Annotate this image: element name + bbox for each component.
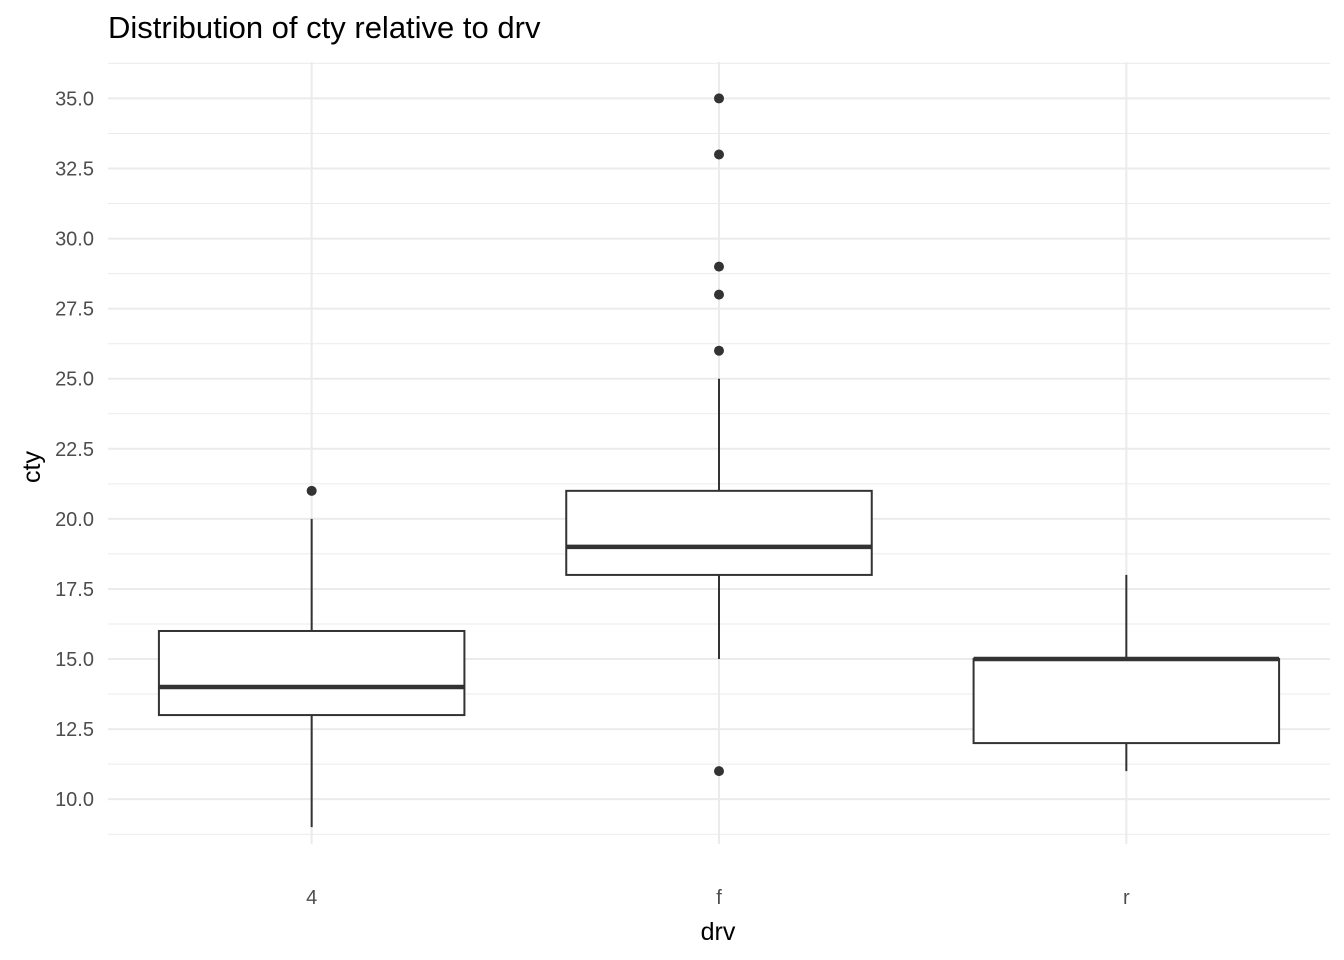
y-tick-label: 20.0: [55, 509, 94, 531]
outlier-point: [306, 485, 317, 496]
outlier-point: [714, 261, 724, 272]
outlier-point: [714, 93, 724, 104]
outlier-point: [714, 289, 724, 300]
y-tick-label: 22.5: [55, 439, 94, 461]
box-f: [565, 93, 873, 777]
y-tick-label: 27.5: [55, 299, 94, 321]
x-axis-title: drv: [701, 918, 736, 946]
interquartile-box: [565, 489, 873, 576]
box-4: [157, 485, 466, 828]
y-tick-label: 10.0: [55, 789, 94, 811]
y-tick-label: 32.5: [55, 159, 94, 181]
box-r: [972, 574, 1281, 772]
y-tick-label: 30.0: [55, 229, 94, 251]
box-series: [157, 93, 1281, 828]
y-tick-label: 15.0: [55, 649, 94, 671]
outlier-point: [714, 345, 724, 356]
y-tick-label: 17.5: [55, 579, 94, 601]
y-axis-title: cty: [18, 451, 46, 483]
y-tick-label: 35.0: [55, 88, 94, 110]
outlier-point: [714, 149, 724, 160]
y-tick-label: 12.5: [55, 719, 94, 741]
y-tick-label: 25.0: [55, 369, 94, 391]
x-tick-label: r: [1123, 887, 1130, 909]
x-tick-label: f: [716, 887, 722, 909]
outlier-point: [714, 766, 724, 777]
y-axis-tick-labels: 10.0 12.5 15.0 17.5 20.0 22.5 25.0 27.5 30.0 32.5…: [55, 88, 94, 811]
x-axis-tick-labels: 4 f r: [306, 887, 1130, 909]
interquartile-box: [157, 629, 466, 717]
x-tick-label: 4: [306, 887, 317, 909]
chart-title: Distribution of cty relative to drv: [108, 10, 541, 45]
interquartile-box: [972, 658, 1281, 745]
